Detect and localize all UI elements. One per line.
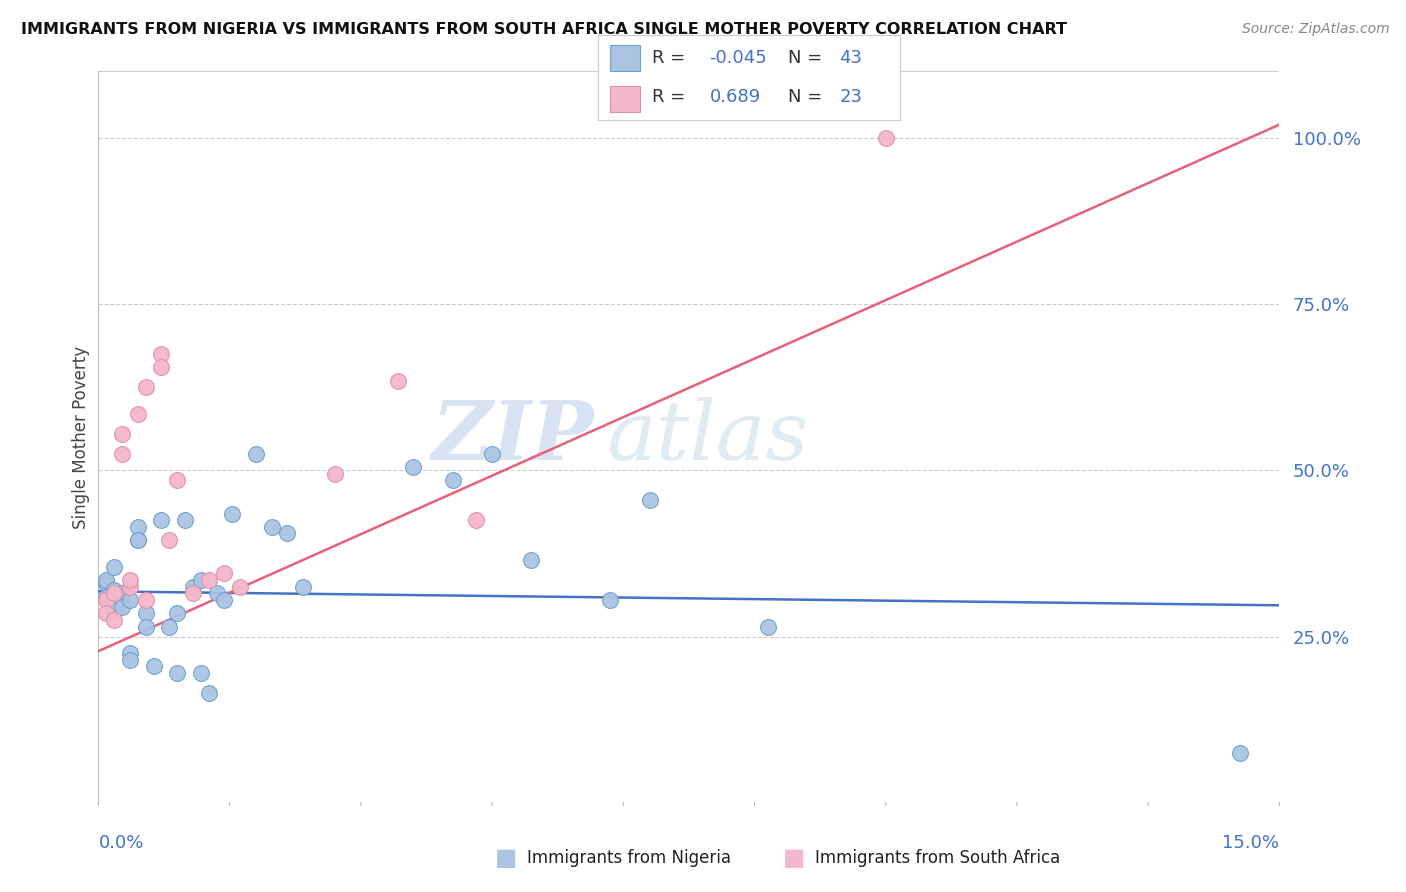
Bar (610, 45, 640, 70)
Point (465, 513, 488, 527)
Point (205, 586, 228, 600)
Point (103, 582, 125, 597)
Text: atlas: atlas (606, 397, 808, 477)
Point (142, 659, 165, 673)
Point (245, 447, 267, 461)
Point (111, 426, 134, 441)
Point (756, 619, 779, 633)
Text: IMMIGRANTS FROM NIGERIA VS IMMIGRANTS FROM SOUTH AFRICA SINGLE MOTHER POVERTY CO: IMMIGRANTS FROM NIGERIA VS IMMIGRANTS FR… (21, 22, 1067, 37)
Text: Immigrants from South Africa: Immigrants from South Africa (815, 849, 1060, 867)
Text: Source: ZipAtlas.com: Source: ZipAtlas.com (1241, 22, 1389, 37)
Point (190, 666, 212, 681)
Point (481, 447, 503, 461)
Point (127, 407, 149, 421)
Point (197, 686, 219, 700)
Point (135, 380, 157, 394)
Text: 23: 23 (839, 88, 862, 106)
Point (402, 460, 425, 475)
Point (103, 559, 125, 574)
Point (103, 603, 125, 617)
Text: ■: ■ (783, 847, 806, 870)
Point (96, 573, 118, 587)
Point (111, 447, 134, 461)
Point (111, 593, 134, 607)
Point (599, 593, 621, 607)
Point (174, 513, 197, 527)
Point (127, 533, 149, 548)
Point (157, 619, 180, 633)
Point (638, 493, 661, 508)
Point (96, 593, 118, 607)
Y-axis label: Single Mother Poverty: Single Mother Poverty (72, 345, 90, 529)
Point (118, 653, 141, 667)
Point (221, 507, 243, 521)
Point (166, 607, 188, 621)
Point (111, 599, 134, 614)
Point (96, 607, 118, 621)
Point (127, 520, 149, 534)
Text: 0.689: 0.689 (710, 88, 761, 106)
Point (103, 613, 125, 627)
Point (96, 590, 118, 604)
Point (260, 520, 283, 534)
Point (166, 666, 188, 681)
Point (214, 593, 236, 607)
Point (111, 586, 134, 600)
Point (292, 580, 315, 594)
Point (520, 553, 543, 567)
Point (166, 473, 188, 487)
Text: N =: N = (787, 88, 828, 106)
Point (190, 573, 212, 587)
Text: 43: 43 (839, 49, 862, 67)
Point (118, 593, 141, 607)
Point (135, 593, 157, 607)
Point (181, 580, 204, 594)
Text: ZIP: ZIP (432, 397, 595, 477)
Point (441, 473, 464, 487)
Point (229, 580, 252, 594)
Point (214, 566, 236, 581)
Point (387, 374, 409, 388)
Point (150, 513, 173, 527)
Bar (610, 87, 640, 112)
Point (150, 360, 173, 375)
Text: ■: ■ (495, 847, 517, 870)
Point (197, 573, 219, 587)
Point (96, 576, 118, 591)
Point (118, 573, 141, 587)
Point (96, 576, 118, 591)
Text: 15.0%: 15.0% (1222, 834, 1279, 852)
Point (323, 467, 346, 481)
Text: N =: N = (787, 49, 828, 67)
Point (135, 619, 157, 633)
Point (135, 607, 157, 621)
Point (1229, 746, 1251, 760)
Text: R =: R = (652, 49, 690, 67)
Point (118, 580, 141, 594)
Point (103, 586, 125, 600)
Point (150, 347, 173, 361)
Text: Immigrants from Nigeria: Immigrants from Nigeria (527, 849, 731, 867)
Point (875, 131, 897, 145)
Text: R =: R = (652, 88, 697, 106)
Point (118, 646, 141, 660)
Point (127, 533, 149, 548)
Point (276, 526, 298, 541)
Text: 0.0%: 0.0% (98, 834, 143, 852)
Point (157, 533, 180, 548)
Text: -0.045: -0.045 (710, 49, 768, 67)
Point (181, 586, 204, 600)
